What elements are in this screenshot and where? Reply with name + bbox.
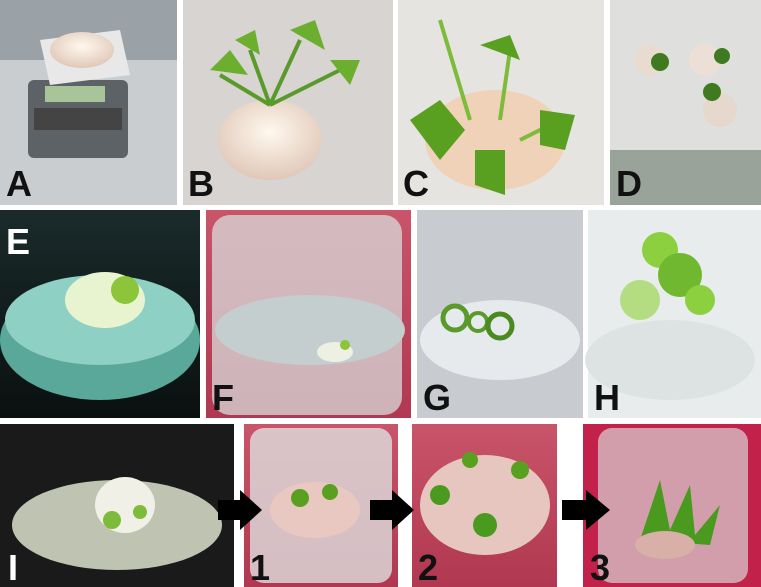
panel-d: D bbox=[610, 0, 761, 205]
panel-label: E bbox=[6, 221, 30, 262]
panel-c: C bbox=[398, 0, 604, 205]
panel-label: I bbox=[8, 547, 18, 587]
panel-label: B bbox=[188, 163, 214, 204]
panel-label: 2 bbox=[418, 547, 438, 587]
panel-label: H bbox=[594, 377, 620, 418]
arrow bbox=[370, 490, 414, 530]
panel-f: F bbox=[206, 210, 411, 418]
panel-label: 1 bbox=[250, 547, 270, 587]
panel-1: 1 bbox=[244, 424, 398, 587]
panel-b: B bbox=[183, 0, 393, 205]
panel-label: 3 bbox=[590, 547, 610, 587]
panel-g: G bbox=[417, 210, 583, 418]
panel-label: G bbox=[423, 377, 451, 418]
panel-h: H bbox=[585, 210, 761, 418]
panel-label: A bbox=[6, 163, 32, 204]
panel-a: A bbox=[0, 0, 177, 205]
panel-e: E bbox=[0, 210, 200, 418]
panel-2: 2 bbox=[412, 424, 557, 587]
arrow bbox=[562, 490, 610, 530]
panel-i: I bbox=[0, 424, 234, 587]
panel-label: F bbox=[212, 377, 234, 418]
panel-label: D bbox=[616, 163, 642, 204]
arrow bbox=[218, 490, 262, 530]
panel-3: 3 bbox=[583, 424, 761, 587]
panel-label: C bbox=[403, 163, 429, 204]
